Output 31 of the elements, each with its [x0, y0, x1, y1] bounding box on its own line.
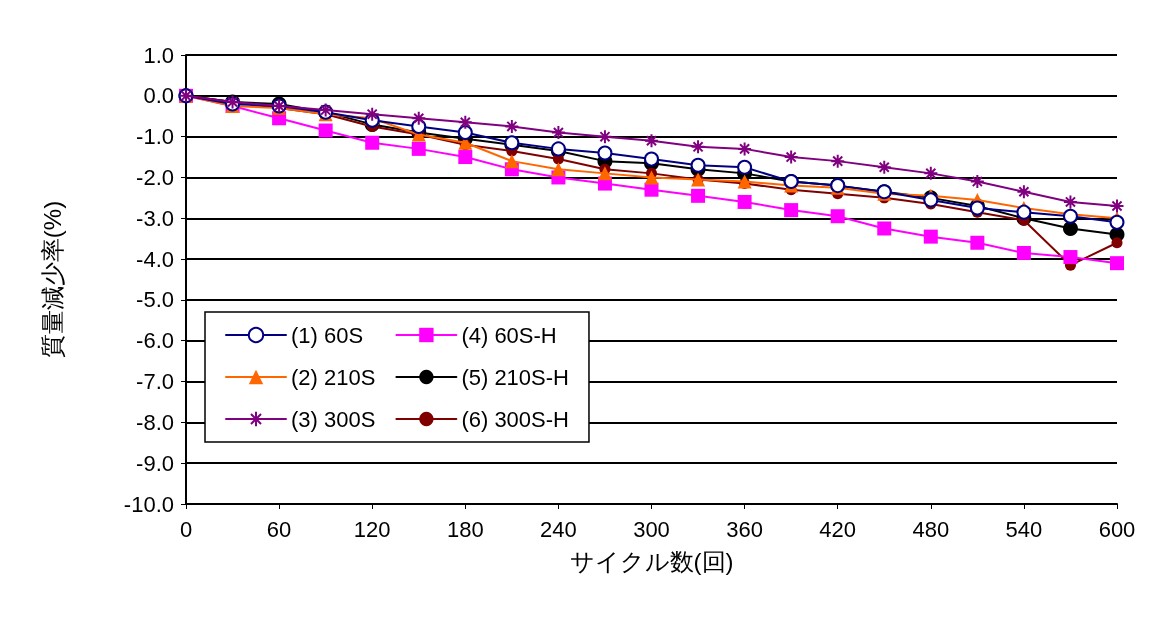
- y-tick-label: -6.0: [136, 328, 174, 354]
- x-tick-label: 480: [912, 516, 950, 542]
- y-tick-label: -3.0: [136, 205, 174, 231]
- legend-label: (5) 210S-H: [461, 364, 569, 390]
- y-tick-label: -1.0: [136, 124, 174, 150]
- y-tick-label: -2.0: [136, 164, 174, 190]
- x-tick-label: 300: [633, 516, 670, 542]
- legend-label: (4) 60S-H: [461, 322, 557, 348]
- y-axis-title: 質量減少率(%): [38, 200, 66, 359]
- y-tick-label: -5.0: [136, 287, 174, 313]
- y-tick-label: 0.0: [143, 83, 174, 109]
- legend-label: (2) 210S: [291, 364, 376, 390]
- x-tick-label: 120: [353, 516, 391, 542]
- legend-label: (1) 60S: [291, 322, 364, 348]
- y-tick-label: -4.0: [136, 246, 174, 272]
- y-tick-label: 1.0: [143, 42, 174, 68]
- x-tick-label: 420: [819, 516, 857, 542]
- y-tick-label: -7.0: [136, 369, 174, 395]
- x-tick-label: 60: [266, 516, 292, 542]
- legend-label: (3) 300S: [291, 406, 376, 432]
- x-tick-label: 600: [1098, 516, 1136, 542]
- x-tick-label: 360: [726, 516, 763, 542]
- x-tick-label: 180: [446, 516, 484, 542]
- x-tick-label: 240: [540, 516, 577, 542]
- x-tick-label: 0: [179, 516, 193, 542]
- legend-label: (6) 300S-H: [461, 406, 569, 432]
- x-tick-label: 540: [1005, 516, 1043, 542]
- x-axis-title: サイクル数(回): [569, 547, 734, 575]
- y-tick-label: -9.0: [136, 450, 174, 476]
- y-tick-label: -8.0: [136, 409, 174, 435]
- y-tick-label: -10.0: [123, 491, 174, 517]
